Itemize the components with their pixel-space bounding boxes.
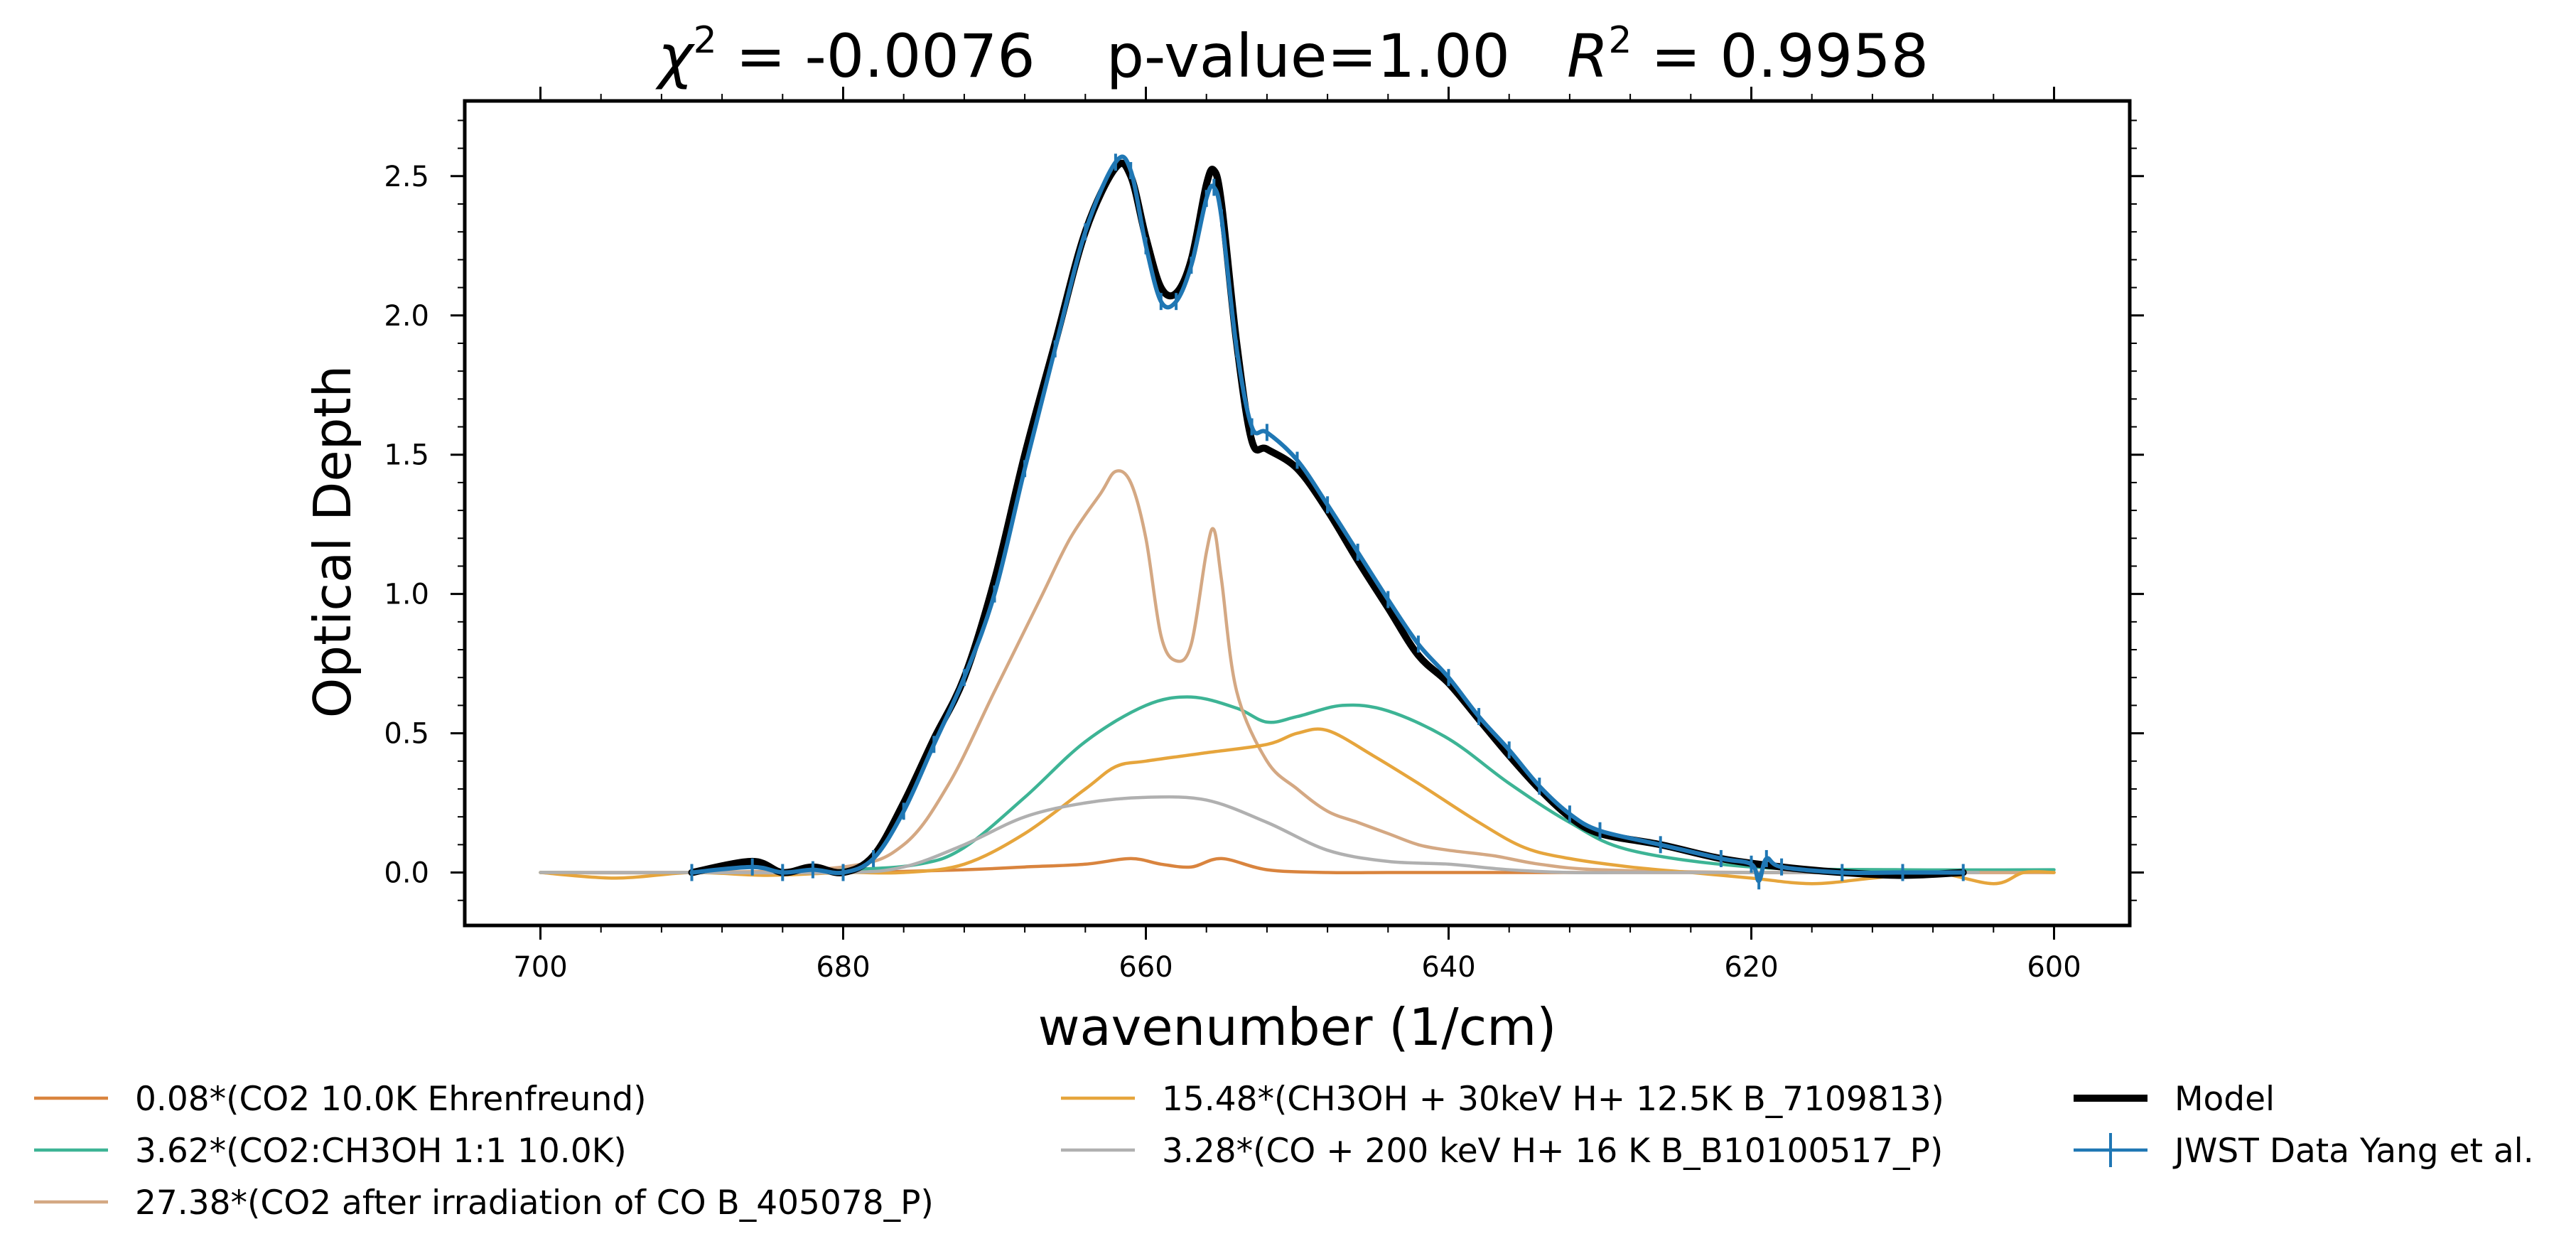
- series-layer: [539, 154, 2056, 890]
- x-tick-label: 620: [1724, 951, 1778, 984]
- series-5: [688, 159, 1967, 879]
- y-axis-label: Optical Depth: [303, 365, 362, 719]
- series-line: [689, 154, 1966, 884]
- legend-label: 15.48*(CH3OH + 30keV H+ 12.5K B_7109813): [1162, 1080, 1944, 1119]
- series-line: [539, 469, 2056, 875]
- y-tick-label: 1.0: [384, 579, 429, 611]
- y-axis: 0.0 0.5 1.0 1.5 2.0 2.5: [384, 119, 2144, 901]
- legend-entry: 15.48*(CH3OH + 30keV H+ 12.5K B_7109813): [1061, 1080, 1944, 1119]
- legend-entry: 27.38*(CO2 after irradiation of CO B_405…: [34, 1183, 934, 1223]
- x-axis-label: wavenumber (1/cm): [1038, 997, 1557, 1057]
- legend-label: 3.28*(CO + 200 keV H+ 16 K B_B10100517_P…: [1162, 1132, 1943, 1171]
- legend-entry: Model: [2074, 1080, 2275, 1119]
- x-tick-label: 700: [513, 951, 567, 984]
- series-6: [689, 154, 1966, 890]
- chi-superscript: 2: [694, 19, 717, 62]
- x-tick-label: 640: [1421, 951, 1475, 984]
- legend-entry: 0.08*(CO2 10.0K Ehrenfreund): [34, 1080, 647, 1119]
- y-tick-label: 1.5: [384, 439, 429, 472]
- x-tick-label: 680: [816, 951, 870, 984]
- series-line: [539, 795, 1980, 875]
- x-tick-label: 600: [2027, 951, 2081, 984]
- y-tick-label: 0.0: [384, 857, 429, 890]
- legend-label: Model: [2174, 1080, 2275, 1119]
- series-line: [688, 159, 1967, 879]
- legend-entry: JWST Data Yang et al.: [2074, 1132, 2534, 1171]
- y-tick-label: 0.5: [384, 718, 429, 751]
- r-value: = 0.9958: [1632, 21, 1929, 91]
- legend-label: 27.38*(CO2 after irradiation of CO B_405…: [135, 1183, 934, 1223]
- series-4: [539, 795, 1980, 875]
- x-axis: 700 680 660 640 620 600: [513, 87, 2081, 984]
- p-value: p-value=1.00: [1106, 21, 1510, 91]
- series-line: [539, 695, 2056, 875]
- r-superscript: 2: [1608, 19, 1632, 62]
- series-3: [539, 727, 2056, 886]
- legend-entry: 3.62*(CO2:CH3OH 1:1 10.0K): [34, 1132, 627, 1171]
- legend-label: JWST Data Yang et al.: [2172, 1132, 2534, 1171]
- x-tick-label: 660: [1119, 951, 1173, 984]
- chi-value: = -0.0076: [717, 21, 1035, 91]
- r-symbol: R: [1567, 21, 1608, 91]
- y-tick-label: 2.5: [384, 161, 429, 193]
- legend-label: 3.62*(CO2:CH3OH 1:1 10.0K): [135, 1132, 627, 1171]
- legend-entry: 3.28*(CO + 200 keV H+ 16 K B_B10100517_P…: [1061, 1132, 1943, 1171]
- series-1: [539, 695, 2056, 875]
- plot-frame: [463, 99, 2132, 928]
- legend: 0.08*(CO2 10.0K Ehrenfreund) 3.62*(CO2:CH…: [34, 1080, 2534, 1223]
- legend-label: 0.08*(CO2 10.0K Ehrenfreund): [135, 1080, 647, 1119]
- series-2: [539, 469, 2056, 875]
- chart-title: χ2 = -0.0076 p-value=1.00 R2 = 0.9958: [655, 19, 1929, 91]
- series-line: [539, 727, 2056, 886]
- chi-symbol: χ: [655, 21, 696, 91]
- y-tick-label: 2.0: [384, 300, 429, 333]
